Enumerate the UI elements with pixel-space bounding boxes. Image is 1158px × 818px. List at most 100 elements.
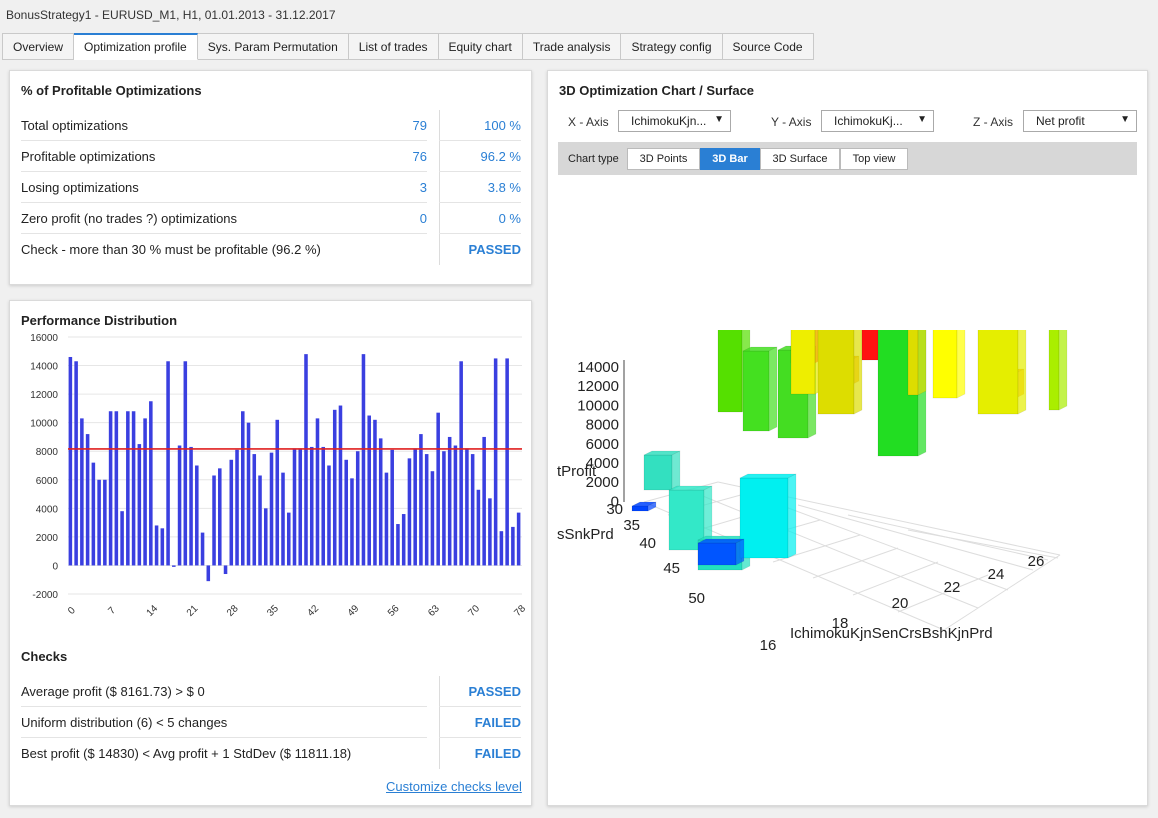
bar bbox=[465, 448, 469, 566]
x-tick-label: 70 bbox=[466, 603, 482, 619]
bar bbox=[384, 472, 389, 566]
bar bbox=[470, 454, 475, 566]
bar bbox=[453, 445, 458, 566]
bar bbox=[424, 454, 429, 566]
bar bbox=[396, 524, 400, 566]
y-axis-value: IchimokuKj... bbox=[834, 114, 903, 128]
row-label: Total optimizations bbox=[21, 118, 128, 133]
bar bbox=[252, 454, 257, 566]
tab-list-of-trades[interactable]: List of trades bbox=[348, 33, 439, 60]
grid-line bbox=[943, 554, 1061, 631]
bar bbox=[120, 511, 124, 566]
performance-title: Performance Distribution bbox=[21, 313, 178, 328]
bar bbox=[493, 358, 498, 566]
bar bbox=[154, 525, 159, 566]
tab-source-code[interactable]: Source Code bbox=[722, 33, 814, 60]
bar bbox=[80, 418, 84, 566]
customize-checks-link[interactable]: Customize checks level bbox=[386, 779, 522, 794]
column-divider bbox=[439, 676, 440, 769]
bar bbox=[68, 356, 73, 566]
y-tick-label: 12000 bbox=[30, 390, 58, 401]
checks-row: Uniform distribution (6) < 5 changes bbox=[21, 707, 427, 738]
bar bbox=[212, 475, 216, 566]
bar-3d-side bbox=[671, 450, 681, 491]
bar bbox=[258, 475, 262, 566]
bar bbox=[85, 434, 90, 566]
z-axis-select[interactable]: Net profit ▼ bbox=[1023, 110, 1137, 132]
bar-3d-side bbox=[1058, 330, 1068, 411]
chart3d-title: 3D Optimization Chart / Surface bbox=[559, 83, 755, 98]
bar bbox=[206, 565, 211, 582]
z-tick-label: 0 bbox=[611, 493, 619, 510]
pct-cell: 100 % bbox=[439, 110, 521, 141]
chart-type-3d-bar[interactable]: 3D Bar bbox=[700, 148, 760, 170]
chevron-down-icon: ▼ bbox=[1120, 114, 1130, 125]
performance-distribution-chart: 16000 14000 12000 10000 8000 6000 4000 2000 0 -20… bbox=[30, 333, 528, 619]
tab-trade-analysis[interactable]: Trade analysis bbox=[522, 33, 622, 60]
bar-3d-side bbox=[1017, 330, 1027, 415]
bar bbox=[419, 434, 423, 566]
bar bbox=[476, 489, 481, 566]
tab-equity-chart[interactable]: Equity chart bbox=[438, 33, 523, 60]
checks-row: Average profit ($ 8161.73) > $ 0 bbox=[21, 676, 427, 707]
tab-strategy-config[interactable]: Strategy config bbox=[621, 33, 723, 60]
bar bbox=[373, 419, 377, 566]
bar bbox=[235, 449, 239, 566]
pct-value: 96.2 % bbox=[480, 149, 521, 164]
bar-3d bbox=[631, 505, 649, 512]
bar bbox=[281, 472, 285, 566]
y-axis-select[interactable]: IchimokuKj... ▼ bbox=[821, 110, 934, 132]
check-result-cell: PASSED bbox=[439, 234, 522, 265]
bar bbox=[499, 531, 504, 566]
check-label: Best profit ($ 14830) < Avg profit + 1 S… bbox=[21, 746, 352, 761]
z-tick-label: 2000 bbox=[586, 474, 619, 491]
bar bbox=[131, 411, 136, 566]
check-result: FAILED bbox=[474, 715, 521, 730]
chart-type-top-view[interactable]: Top view bbox=[840, 148, 908, 170]
chart-type-3d-surface[interactable]: 3D Surface bbox=[760, 148, 840, 170]
tab-optimization-profile[interactable]: Optimization profile bbox=[74, 33, 198, 60]
z-tick-label: 14000 bbox=[577, 359, 619, 376]
bar bbox=[143, 418, 147, 566]
bar bbox=[292, 448, 297, 566]
tab-overview[interactable]: Overview bbox=[2, 33, 75, 60]
x-axis-select[interactable]: IchimokuKjn... ▼ bbox=[618, 110, 731, 132]
bar bbox=[97, 479, 101, 566]
bar-3d-side bbox=[787, 473, 797, 559]
bar bbox=[286, 512, 291, 566]
z-tick-label: 4000 bbox=[586, 455, 619, 472]
grid-line bbox=[797, 504, 1034, 571]
chart-type-3d-points[interactable]: 3D Points bbox=[627, 148, 700, 170]
x-tick-label: 7 bbox=[106, 605, 118, 617]
tab-sys-param-permutation[interactable]: Sys. Param Permutation bbox=[197, 33, 349, 60]
grid-line bbox=[812, 547, 899, 579]
z-tick-label: 10000 bbox=[577, 397, 619, 414]
profitable-panel: % of Profitable Optimizations Total opti… bbox=[9, 70, 532, 285]
check-result: PASSED bbox=[468, 242, 522, 257]
x-axis-value: IchimokuKjn... bbox=[631, 114, 707, 128]
bar bbox=[189, 446, 193, 566]
z-tick-label: 6000 bbox=[586, 436, 619, 453]
x-tick-label: 18 bbox=[832, 615, 849, 632]
bar bbox=[108, 411, 113, 566]
z-axis-label: Z - Axis bbox=[973, 115, 1014, 129]
bar bbox=[315, 418, 320, 566]
grid-line bbox=[852, 561, 939, 596]
bar bbox=[344, 459, 348, 566]
x-tick-label: 14 bbox=[145, 603, 161, 619]
chevron-down-icon: ▼ bbox=[714, 114, 724, 125]
bar bbox=[459, 361, 463, 566]
bar-3d-side bbox=[917, 330, 927, 396]
z-axis-value: Net profit bbox=[1036, 114, 1085, 128]
3d-bar-chart[interactable]: 14000 12000 10000 8000 6000 4000 2000 0 tProfit 3… bbox=[548, 330, 1148, 670]
x-tick-label: 0 bbox=[66, 605, 78, 617]
x-tick-label: 22 bbox=[944, 579, 961, 596]
pct-value: 0 % bbox=[498, 211, 521, 226]
chart-type-bar: Chart type 3D Points 3D Bar 3D Surface T… bbox=[558, 142, 1137, 175]
bar bbox=[321, 446, 326, 566]
bar-3d-side bbox=[768, 346, 778, 432]
bar-3d-top bbox=[739, 473, 797, 479]
x-tick-label: 28 bbox=[225, 603, 241, 619]
bar bbox=[390, 449, 394, 566]
bar-3d bbox=[907, 330, 919, 396]
